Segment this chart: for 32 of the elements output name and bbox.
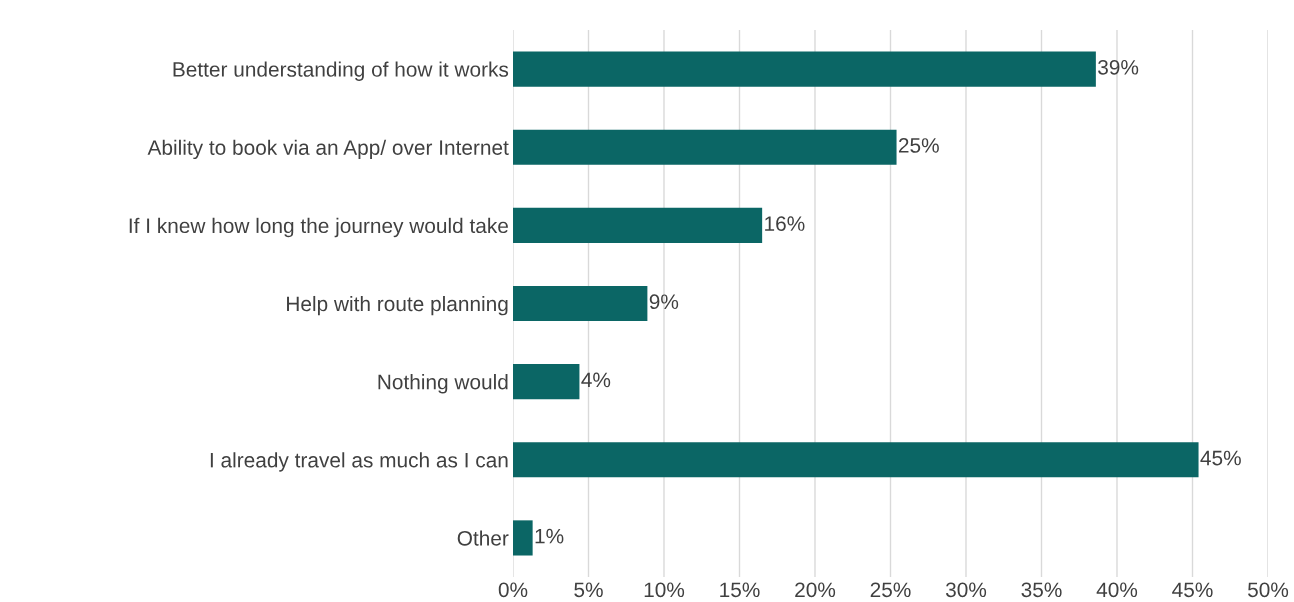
- y-tick-label: If I knew how long the journey would take: [129, 217, 508, 238]
- bar: [513, 129, 897, 165]
- data-label: 45%: [1200, 450, 1241, 466]
- y-tick-label: Help with route planning: [287, 295, 508, 316]
- x-tick-label: 20%: [795, 582, 836, 598]
- data-label: 16%: [765, 216, 805, 231]
- data-label: 39%: [1098, 59, 1139, 75]
- x-tick-label: 30%: [945, 582, 987, 598]
- bar: [513, 51, 1096, 87]
- y-tick-label: Nothing would: [378, 374, 508, 394]
- x-tick-label: 5%: [574, 582, 603, 598]
- x-tick-label: 45%: [1172, 582, 1213, 598]
- x-tick-label: 35%: [1021, 582, 1062, 598]
- bar: [513, 285, 648, 322]
- bar: [513, 364, 580, 400]
- y-tick-label: I already travel as much as I can: [210, 452, 508, 472]
- data-label: 4%: [581, 372, 611, 388]
- bar: [513, 520, 533, 556]
- x-tick-label: 25%: [870, 582, 911, 598]
- y-tick-label: Other: [457, 530, 509, 546]
- y-tick-label: Ability to book via an App/ over Internet: [147, 139, 509, 160]
- x-tick-label: 0%: [498, 582, 528, 598]
- x-tick-label: 10%: [644, 582, 685, 598]
- x-tick-label: 50%: [1247, 582, 1289, 598]
- data-label: 9%: [649, 294, 679, 310]
- x-tick-label: 40%: [1096, 582, 1138, 598]
- bar: [513, 207, 763, 243]
- data-label: 25%: [898, 138, 939, 153]
- y-tick-label: Better understanding of how it works: [173, 61, 509, 81]
- data-label: 1%: [535, 528, 564, 544]
- x-tick-label: 15%: [720, 582, 760, 598]
- bar: [513, 442, 1199, 478]
